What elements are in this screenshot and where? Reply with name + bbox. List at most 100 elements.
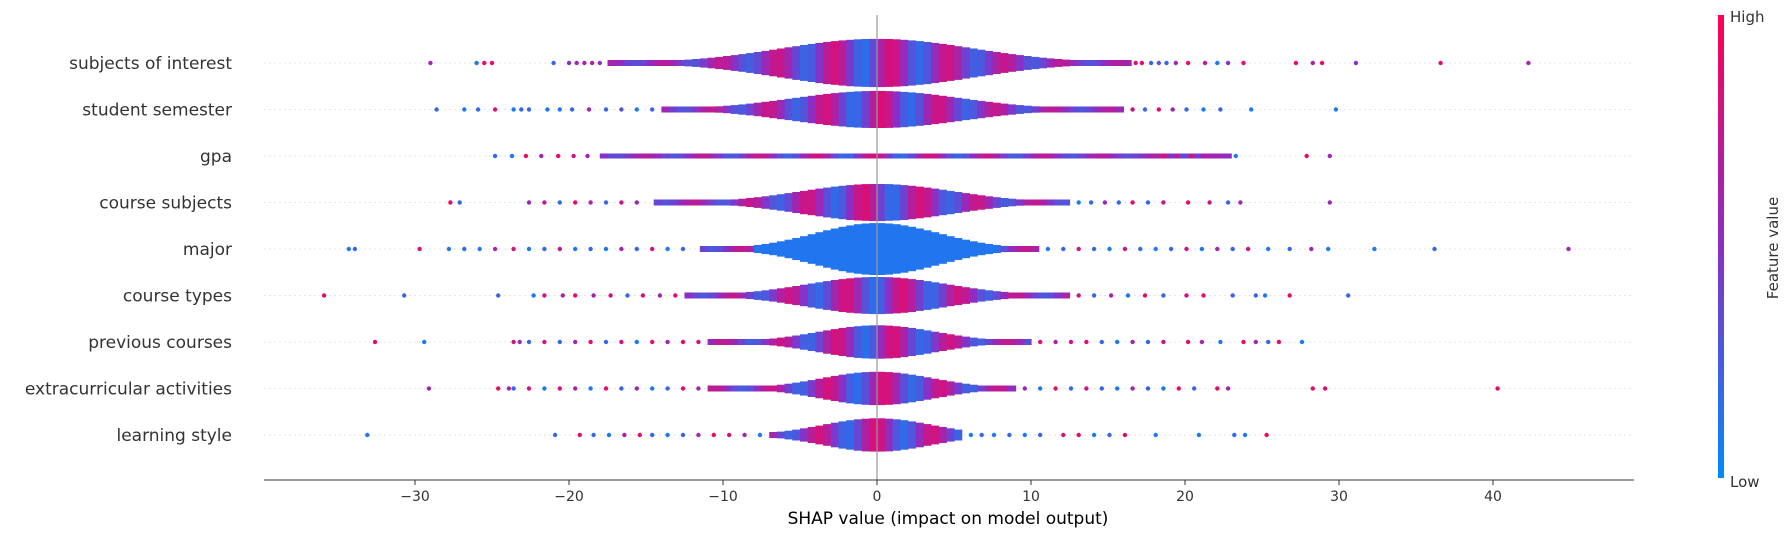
violin-segment xyxy=(938,234,947,264)
violin-segment xyxy=(707,246,716,252)
violin-segment xyxy=(1038,106,1047,113)
shap-point xyxy=(696,386,701,391)
violin-segment xyxy=(930,232,940,266)
x-tick-label: −20 xyxy=(554,489,584,505)
violin-segment xyxy=(661,153,670,159)
violin-segment xyxy=(792,382,801,395)
violin-segment xyxy=(761,339,770,345)
violin-segment xyxy=(823,153,832,159)
shap-point xyxy=(1202,153,1208,159)
violin-segment xyxy=(800,153,809,159)
violin-segment xyxy=(977,385,986,392)
shap-point xyxy=(1116,200,1122,205)
violin-segment xyxy=(800,381,809,396)
feature-label: gpa xyxy=(200,147,232,167)
violin-segment xyxy=(1000,339,1009,345)
shap-point xyxy=(372,339,378,345)
violin-segment xyxy=(830,329,840,355)
violin-segment xyxy=(984,153,994,159)
violin-segment xyxy=(930,282,940,309)
violin-segment xyxy=(1007,385,1017,392)
violin-segment xyxy=(884,223,893,275)
violin-segment xyxy=(615,60,624,66)
violin-segment xyxy=(807,189,816,216)
violin-segment xyxy=(684,106,693,113)
shap-point xyxy=(1145,386,1151,391)
shap-point xyxy=(665,246,670,252)
shap-point xyxy=(1022,432,1027,438)
violin-segment xyxy=(861,372,870,405)
shap-point xyxy=(1130,386,1135,391)
violin-segment xyxy=(1061,292,1071,299)
violin-segment xyxy=(738,54,747,72)
violin-segment xyxy=(646,60,655,66)
violin-segment xyxy=(761,153,770,159)
violin-segment xyxy=(907,92,917,127)
shap-point xyxy=(1566,246,1571,252)
violin-segment xyxy=(1138,153,1148,159)
violin-segment xyxy=(661,106,670,113)
violin-segment xyxy=(853,39,863,87)
violin-segment xyxy=(769,49,778,77)
shap-point xyxy=(1192,386,1197,391)
shap-point xyxy=(585,153,590,159)
violin-segment xyxy=(877,371,886,406)
violin-segment xyxy=(723,385,732,392)
violin-segment xyxy=(969,288,978,303)
violin-segment xyxy=(853,91,863,128)
shap-point xyxy=(1115,386,1120,391)
violin-segment xyxy=(1061,199,1071,206)
shap-point xyxy=(1161,339,1166,345)
violin-segment xyxy=(1092,60,1101,66)
violin-segment xyxy=(815,153,824,159)
violin-segment xyxy=(969,194,978,211)
violin-segment xyxy=(977,289,986,302)
shap-point xyxy=(619,107,624,112)
violin-segment xyxy=(877,153,886,159)
shap-point xyxy=(542,339,547,345)
violin-segment xyxy=(753,291,763,300)
shap-point xyxy=(1091,246,1097,252)
shap-point xyxy=(1185,339,1191,345)
violin-segment xyxy=(815,188,824,217)
violin-segment xyxy=(861,184,870,221)
violin-segment xyxy=(946,334,955,350)
shap-point xyxy=(665,339,670,345)
shap-point xyxy=(1310,60,1316,66)
shap-point xyxy=(1161,386,1166,391)
violin-segment xyxy=(792,97,801,122)
violin-segment xyxy=(892,419,901,451)
violin-segment xyxy=(907,279,917,312)
shap-point xyxy=(1327,153,1333,159)
shap-point xyxy=(511,386,516,391)
violin-segment xyxy=(1123,60,1132,66)
violin-segment xyxy=(800,284,809,307)
violin-segment xyxy=(807,95,816,124)
violin-segment xyxy=(1015,246,1024,252)
feature-row: subjects of interest xyxy=(69,38,1634,88)
violin-segment xyxy=(930,425,940,445)
violin-segment xyxy=(823,281,832,310)
violin-segment xyxy=(823,230,832,268)
violin-segment xyxy=(954,286,963,306)
violin-segment xyxy=(723,199,732,206)
shap-point xyxy=(625,293,630,298)
colorbar: High Low Feature value xyxy=(1718,8,1782,491)
violin-segment xyxy=(969,337,978,347)
violin-segment xyxy=(823,330,832,354)
violin-segment xyxy=(1023,199,1032,206)
violin-segment xyxy=(1123,153,1132,159)
shap-point xyxy=(1145,339,1151,345)
violin-segment xyxy=(1007,54,1017,72)
violin-segment xyxy=(1031,246,1040,252)
violin-segment xyxy=(715,292,724,299)
shap-point xyxy=(619,339,624,345)
violin-segment xyxy=(738,385,747,392)
violin-segment xyxy=(738,292,747,299)
violin-segment xyxy=(900,39,909,87)
violin-segment xyxy=(1023,339,1032,345)
shap-point xyxy=(634,200,639,205)
shap-point xyxy=(542,200,547,205)
violin-segment xyxy=(738,198,747,207)
violin-segment xyxy=(622,60,632,66)
